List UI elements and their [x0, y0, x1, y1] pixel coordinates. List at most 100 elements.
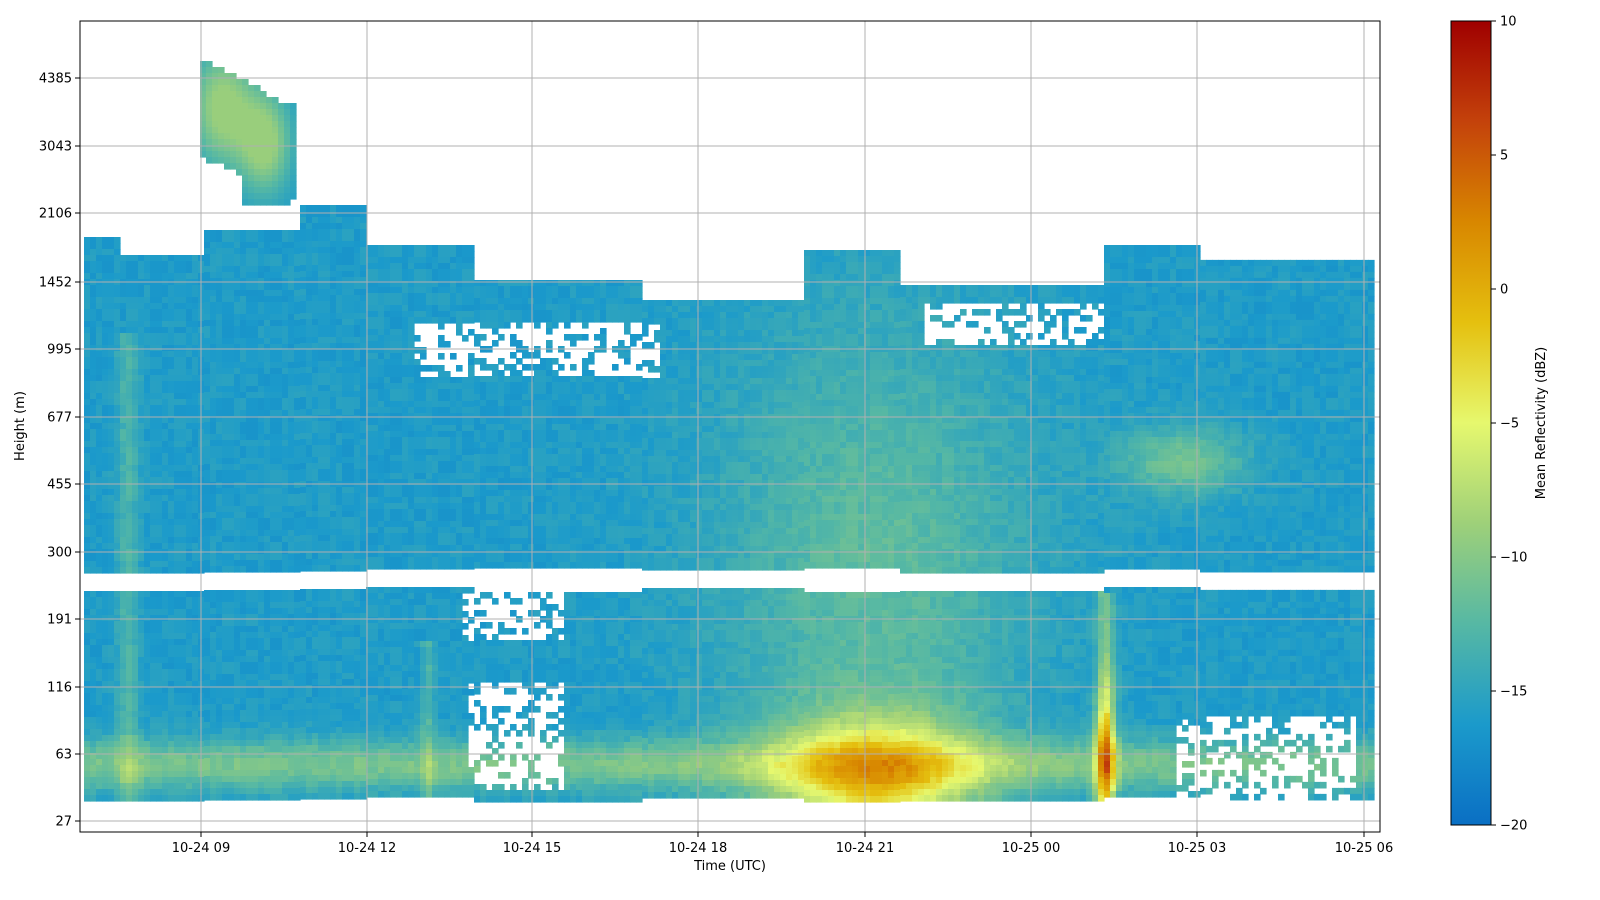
reflectivity-cell [186, 387, 193, 394]
reflectivity-cell [114, 747, 121, 754]
reflectivity-cell [270, 752, 277, 759]
reflectivity-cell [138, 711, 145, 718]
reflectivity-cell [402, 719, 409, 726]
reflectivity-cell [324, 415, 331, 422]
reflectivity-cell [150, 681, 157, 688]
reflectivity-cell [162, 339, 169, 346]
reflectivity-cell [108, 603, 115, 610]
reflectivity-cell [126, 777, 133, 784]
reflectivity-cell [132, 651, 139, 658]
reflectivity-cell [366, 407, 373, 414]
reflectivity-cell [108, 555, 115, 562]
reflectivity-cell [372, 647, 379, 654]
reflectivity-cell [348, 499, 355, 506]
reflectivity-cell [216, 248, 223, 255]
reflectivity-cell [228, 566, 235, 573]
reflectivity-cell [216, 356, 223, 363]
reflectivity-cell [180, 735, 187, 742]
reflectivity-cell [150, 513, 157, 520]
reflectivity-cell [348, 385, 355, 392]
reflectivity-cell [372, 323, 379, 330]
reflectivity-cell [192, 399, 199, 406]
reflectivity-cell [210, 350, 217, 357]
reflectivity-cell [186, 759, 193, 766]
reflectivity-cell [120, 531, 127, 538]
reflectivity-cell [312, 307, 319, 314]
reflectivity-cell [126, 255, 133, 262]
reflectivity-cell [216, 236, 223, 243]
reflectivity-cell [216, 752, 223, 759]
reflectivity-cell [162, 765, 169, 772]
reflectivity-cell [138, 519, 145, 526]
reflectivity-cell [144, 681, 151, 688]
reflectivity-cell [90, 759, 97, 766]
reflectivity-cell [294, 422, 301, 429]
reflectivity-cell [300, 295, 307, 302]
reflectivity-cell [114, 333, 121, 340]
reflectivity-cell [276, 296, 283, 303]
reflectivity-cell [222, 776, 229, 783]
reflectivity-cell [114, 267, 121, 274]
reflectivity-cell [108, 333, 115, 340]
reflectivity-cell [126, 753, 133, 760]
reflectivity-cell [390, 341, 397, 348]
reflectivity-cell [366, 401, 373, 408]
reflectivity-cell [132, 729, 139, 736]
reflectivity-cell [396, 665, 403, 672]
reflectivity-cell [312, 517, 319, 524]
reflectivity-cell [354, 709, 361, 716]
reflectivity-cell [354, 769, 361, 776]
reflectivity-cell [102, 669, 109, 676]
reflectivity-cell [144, 393, 151, 400]
reflectivity-cell [138, 345, 145, 352]
reflectivity-cell [342, 673, 349, 680]
reflectivity-cell [360, 493, 367, 500]
reflectivity-cell [138, 747, 145, 754]
reflectivity-cell [168, 741, 175, 748]
reflectivity-cell [114, 657, 121, 664]
reflectivity-cell [336, 277, 343, 284]
reflectivity-cell [246, 620, 253, 627]
reflectivity-cell [102, 537, 109, 544]
reflectivity-cell [210, 542, 217, 549]
reflectivity-cell [186, 363, 193, 370]
reflectivity-cell [396, 611, 403, 618]
reflectivity-cell [300, 589, 307, 596]
reflectivity-cell [156, 345, 163, 352]
reflectivity-cell [234, 758, 241, 765]
reflectivity-cell [168, 411, 175, 418]
reflectivity-cell [240, 542, 247, 549]
reflectivity-cell [366, 533, 373, 540]
reflectivity-cell [354, 343, 361, 350]
reflectivity-cell [222, 644, 229, 651]
reflectivity-cell [150, 285, 157, 292]
reflectivity-cell [342, 565, 349, 572]
reflectivity-cell [84, 669, 91, 676]
reflectivity-cell [246, 524, 253, 531]
reflectivity-cell [204, 752, 211, 759]
reflectivity-cell [222, 284, 229, 291]
reflectivity-cell [252, 632, 259, 639]
reflectivity-cell [90, 417, 97, 424]
reflectivity-cell [306, 451, 313, 458]
reflectivity-cell [342, 763, 349, 770]
reflectivity-cell [90, 789, 97, 796]
reflectivity-cell [126, 717, 133, 724]
reflectivity-cell [288, 230, 295, 237]
reflectivity-cell [162, 717, 169, 724]
reflectivity-cell [306, 211, 313, 218]
reflectivity-cell [216, 362, 223, 369]
reflectivity-cell [240, 428, 247, 435]
reflectivity-cell [312, 499, 319, 506]
reflectivity-cell [204, 254, 211, 261]
reflectivity-cell [330, 301, 337, 308]
reflectivity-cell [156, 741, 163, 748]
reflectivity-cell [312, 565, 319, 572]
reflectivity-cell [150, 393, 157, 400]
reflectivity-cell [402, 491, 409, 498]
reflectivity-cell [240, 770, 247, 777]
reflectivity-cell [90, 429, 97, 436]
reflectivity-cell [276, 434, 283, 441]
reflectivity-cell [258, 458, 265, 465]
reflectivity-cell [102, 309, 109, 316]
